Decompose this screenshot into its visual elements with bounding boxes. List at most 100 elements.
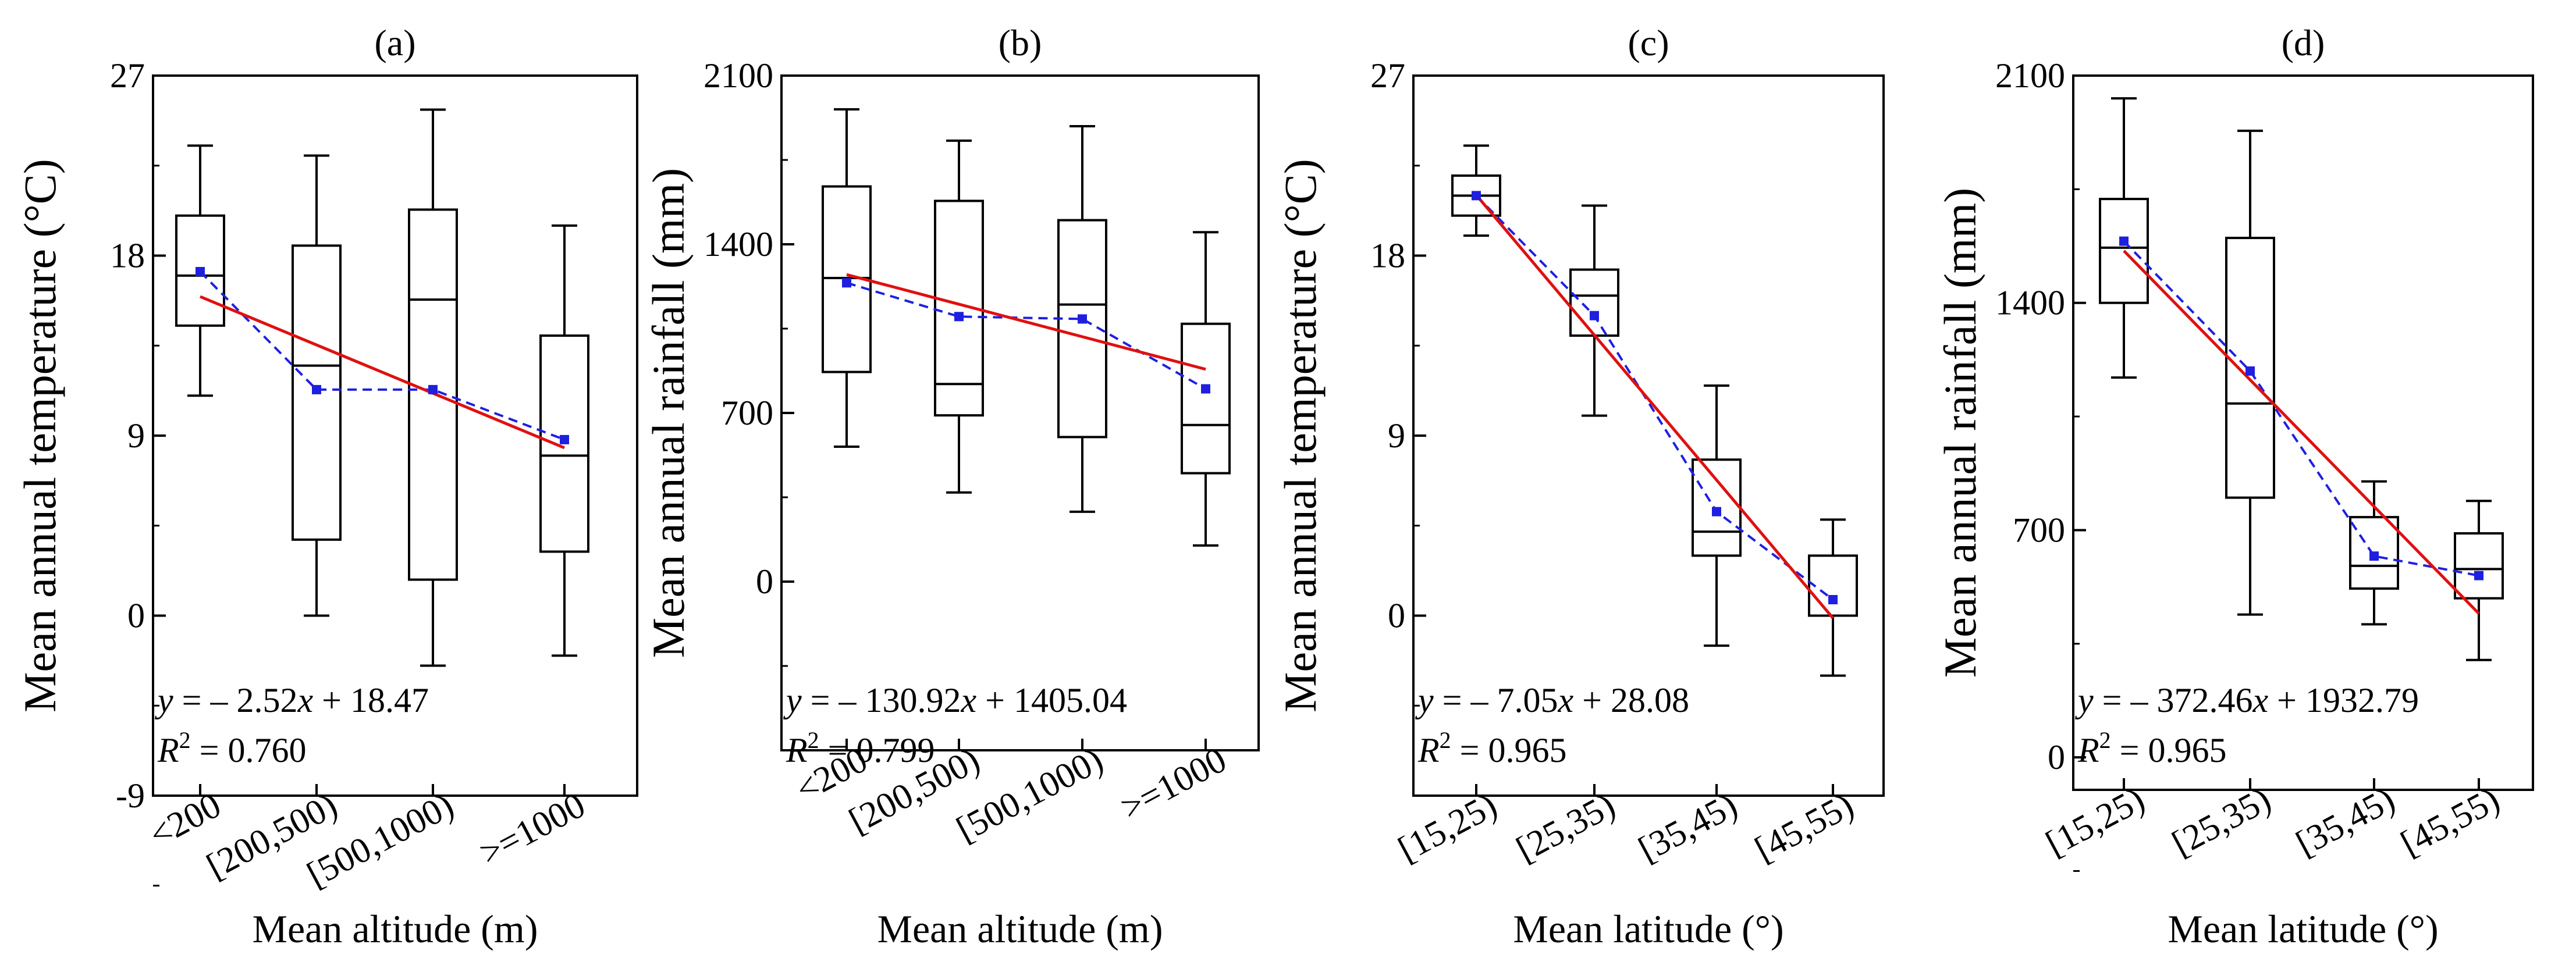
box-2 [934,139,984,494]
box-iqr [2225,237,2275,499]
mean-marker [1590,311,1599,320]
box-iqr [175,214,225,327]
regression-equation: y = ‒ 2.52x + 18.47 [154,681,429,719]
panel-label: (d) [2282,22,2325,63]
y-tick-label: 2100 [1995,56,2065,95]
x-tick-label: [25,35) [2166,779,2277,864]
mean-trend-line [846,282,1206,390]
regression-equation: y = ‒ 372.46x + 1932.79 [2074,681,2419,719]
box-iqr [1181,322,1231,475]
mean-marker [1078,314,1087,324]
fit-line [1475,194,1834,619]
eq-x-var: x [297,681,313,719]
regression-equation: y = ‒ 7.05x + 28.08 [1415,681,1689,719]
eq-intercept: + 18.47 [313,681,429,719]
fit-line [200,295,565,450]
x-tick-label: [45,55) [1749,785,1860,870]
y-axis-title: Mean annual temperature (°C) [15,159,65,712]
r2-value: = 0.760 [191,731,307,769]
y-tick-label: 27 [1370,56,1405,95]
panel-c: (c) 27 18 9 0 Mean annual temperature (°C) [15… [1275,22,1885,951]
box-iqr [292,244,342,541]
mean-marker [560,434,569,444]
box-2 [292,154,342,617]
y-tick-label: 18 [1370,237,1405,275]
y-tick-label: 9 [127,416,145,455]
r2-value: = 0.799 [819,731,935,769]
r2-symbol: R [1417,731,1440,769]
eq-intercept: + 1932.79 [2268,681,2419,719]
box-3 [1692,384,1742,647]
box-iqr [1569,268,1619,337]
r2-superscript: 2 [1440,727,1451,753]
y-tick-label: 0 [1388,597,1405,635]
panel-b: (b) 2100 1400 700 0 Mean annual rainfall (mm)… [643,22,1260,951]
fit-line [2123,250,2480,615]
mean-trend-line [2123,240,2479,577]
box-4 [539,224,589,657]
box-1 [1451,144,1501,237]
eq-intercept: + 1405.04 [976,681,1127,719]
x-tick-label: [45,55) [2394,779,2506,864]
eq-y-var: y [2074,681,2094,719]
x-axis-title: Mean altitude (m) [877,907,1163,951]
mean-marker [312,384,321,394]
box-iqr [1057,219,1107,439]
r-squared: R2 = 0.965 [2077,727,2227,769]
r2-symbol: R [786,731,808,769]
y-axis-title: Mean annual rainfall (mm) [1935,188,1985,678]
box-4 [1181,231,1231,547]
mean-marker [2474,571,2483,580]
box-iqr [539,334,589,553]
box-2 [1569,204,1619,417]
box-iqr [408,208,458,581]
mean-marker [1201,384,1210,394]
eq-y-var: y [783,681,802,719]
mean-marker [1828,594,1838,604]
y-tick-label: 0 [756,562,773,601]
box-iqr [2099,198,2149,304]
mean-marker [2369,551,2379,561]
r2-symbol: R [157,731,179,769]
mean-trend-line [199,270,565,441]
panel-label: (a) [374,22,415,63]
eq-y-var: y [1415,681,1434,719]
fit-line [846,273,1206,371]
eq-slope: = ‒ 7.05 [1434,681,1558,719]
box-3 [2349,480,2399,626]
regression-equation: y = ‒ 130.92x + 1405.04 [783,681,1127,719]
y-tick-label: 1400 [703,225,773,263]
mean-marker [196,267,205,277]
panel-label: (b) [999,22,1042,63]
x-axis-title: Mean latitude (°) [1513,907,1783,951]
eq-slope: = ‒ 372.46 [2094,681,2253,719]
y-tick-label: -9 [116,776,145,815]
mean-marker [2245,366,2255,376]
box-iqr [822,185,872,373]
box-iqr [934,199,984,417]
y-axis-title: Mean annual rainfall (mm) [643,168,694,658]
y-tick-label: 2100 [703,56,773,95]
box-3 [1057,125,1107,513]
mean-marker [428,384,438,394]
mean-trend-line [1475,194,1834,601]
eq-y-var: y [154,681,173,719]
eq-x-var: x [2252,681,2268,719]
mean-marker [842,278,851,288]
plot-frame [2072,74,2534,791]
x-tick-label: [35,45) [2290,779,2401,864]
box-4 [2454,500,2504,661]
x-tick-label: [15,25) [1392,785,1504,870]
y-tick-label: 1400 [1995,284,2065,322]
y-axis-title: Mean annual temperature (°C) [1275,159,1326,712]
x-tick-label: [15,25) [2040,779,2151,864]
mean-marker [2119,236,2129,246]
y-tick-label: 27 [110,56,145,95]
y-tick-label: 700 [2013,511,2065,549]
panel-label: (c) [1628,22,1669,63]
mean-marker [1472,191,1481,201]
eq-slope: = ‒ 2.52 [173,681,298,719]
x-tick-label: [35,45) [1632,785,1744,870]
